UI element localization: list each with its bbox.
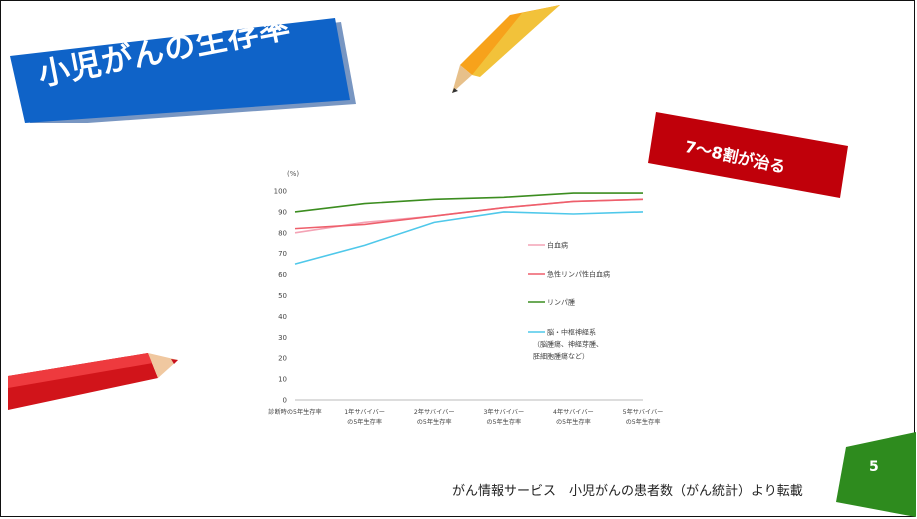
legend-label: 白血病 [547,241,568,250]
x-tick-label: の5年生存率 [626,418,661,426]
y-tick-label: 10 [278,376,287,384]
series-line [294,211,644,265]
legend-label: （脳腫瘍、神経芽腫、 [533,340,603,349]
x-tick-label: 3年サバイバー [483,408,524,416]
y-tick-label: 50 [278,292,287,300]
y-tick-label: 40 [278,313,287,321]
y-unit-label: (%) [287,170,299,178]
page-number: 5 [869,459,879,475]
legend-label: 胚細胞腫瘍など） [533,352,589,361]
y-tick-label: 80 [278,229,287,237]
legend-label: 急性リンパ性白血病 [547,270,610,279]
y-tick-label: 20 [278,355,287,363]
y-tick-label: 70 [278,250,287,258]
red-pencil-icon [8,353,178,410]
orange-pencil-icon [452,5,560,93]
y-tick-label: 90 [278,208,287,216]
x-tick-label: の5年生存率 [486,418,521,426]
title-banner [10,18,356,123]
x-tick-label: の5年生存率 [417,418,452,426]
survival-line-chart: (%) 0 10 20 30 40 50 60 70 80 90 100 診断時の5年生存率 1年サバイバ… [268,170,664,426]
x-tick-label: 5年サバイバー [623,408,664,416]
x-tick-label: の5年生存率 [556,418,591,426]
legend-label: 脳・中枢神経系 [547,328,596,337]
x-tick-label: 診断時の5年生存率 [268,408,321,416]
x-tick-label: の5年生存率 [347,418,382,426]
series-line [294,198,644,230]
y-tick-label: 60 [278,271,287,279]
y-tick-label: 100 [274,188,287,196]
x-tick-label: 4年サバイバー [553,408,594,416]
x-tick-label: 2年サバイバー [414,408,455,416]
x-tick-label: 1年サバイバー [344,408,385,416]
badge-banner [648,112,848,198]
y-tick-label: 30 [278,334,287,342]
page-badge [836,432,916,517]
series-line [294,192,643,213]
legend-label: リンパ腫 [547,298,575,307]
y-tick-label: 0 [283,397,287,405]
source-note: がん情報サービス 小児がんの患者数（がん統計）より転載 [452,484,803,499]
series-line [294,198,644,234]
